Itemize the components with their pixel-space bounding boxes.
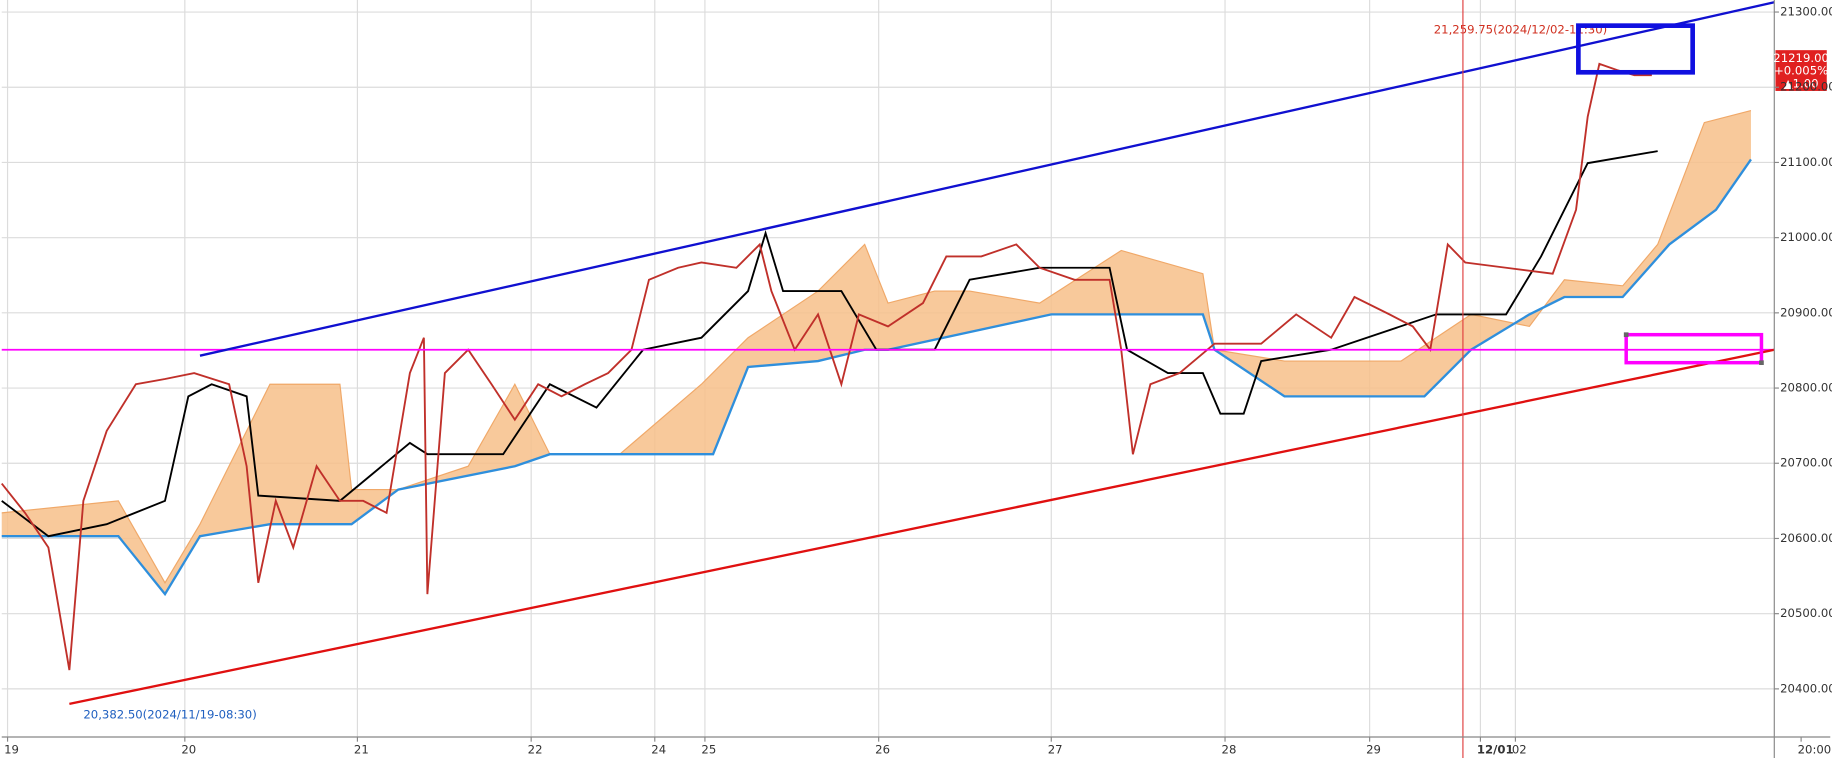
x-tick-label: 24	[651, 742, 666, 756]
y-tick-label: 20900.00	[1780, 305, 1832, 319]
highlight-box	[1576, 23, 1695, 75]
trendline	[199, 1, 1775, 357]
y-tick-label: 20700.00	[1780, 456, 1832, 470]
price-tag-text: ▲1.00	[1784, 76, 1819, 90]
price-tag: 21219.00 +0.005% ▲1.00	[1773, 50, 1829, 91]
x-tick-label: 12/01	[1477, 742, 1514, 756]
x-tick-label: 02	[1512, 742, 1527, 756]
x-tick-label: 29	[1366, 742, 1381, 756]
highlight-box	[1624, 332, 1764, 365]
x-tick-label: 20	[181, 742, 196, 756]
x-tick-label: 27	[1048, 742, 1063, 756]
y-tick-label: 20600.00	[1780, 531, 1832, 545]
y-tick-label: 21200.00	[1780, 80, 1832, 94]
price-tag-text: 21219.00	[1773, 51, 1829, 65]
y-tick-label: 20500.00	[1780, 606, 1832, 620]
x-tick-label: 19	[4, 742, 19, 756]
annotation: 20,382.50(2024/11/19-08:30)	[83, 708, 256, 722]
x-tick-label: 20:00:00	[1798, 742, 1832, 756]
handle	[1623, 332, 1629, 338]
cloud-upper-line	[1, 109, 1752, 585]
x-tick-label: 26	[875, 742, 890, 756]
trendline	[69, 348, 1775, 706]
y-tick-label: 20400.00	[1780, 681, 1832, 695]
annotation: 21,259.75(2024/12/02-11:30)	[1434, 23, 1607, 37]
y-tick-label: 20800.00	[1780, 381, 1832, 395]
handle	[1759, 360, 1764, 366]
y-tick-label: 21000.00	[1780, 230, 1832, 244]
price-tag-box	[1775, 50, 1827, 91]
price-line	[1, 62, 1652, 671]
price-tag-text: +0.005%	[1774, 64, 1828, 78]
y-tick-label: 21100.00	[1780, 155, 1832, 169]
x-tick-label: 28	[1222, 742, 1237, 756]
x-tick-label: 21	[354, 742, 369, 756]
x-tick-label: 22	[528, 742, 543, 756]
price-line	[1, 150, 1658, 538]
x-tick-label: 25	[701, 742, 716, 756]
y-tick-label: 21300.00	[1780, 5, 1832, 19]
